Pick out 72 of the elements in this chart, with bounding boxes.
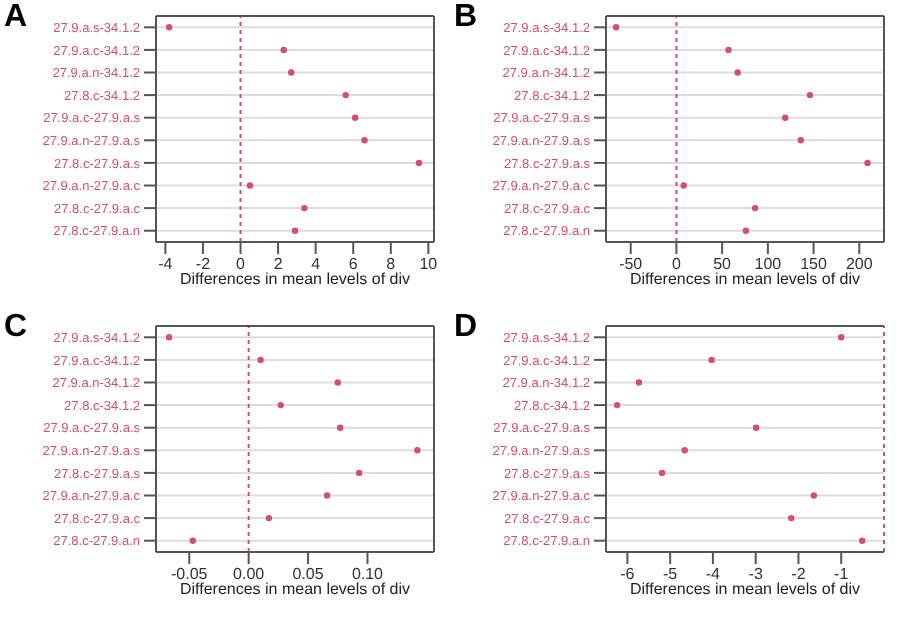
point — [280, 46, 287, 54]
point — [355, 469, 363, 477]
x-tick-label: -0.05 — [171, 565, 209, 584]
point — [681, 447, 688, 454]
point — [751, 204, 759, 212]
x-tick-label: 50 — [713, 255, 733, 274]
point — [752, 424, 760, 431]
point — [257, 356, 264, 364]
x-tick-label: 150 — [800, 255, 829, 274]
x-tick-label: -50 — [619, 255, 644, 274]
chart-title: C — [4, 310, 28, 346]
x-tick-label: 4 — [311, 255, 322, 274]
x-tick-label: 0 — [671, 255, 682, 274]
point — [301, 204, 308, 212]
point — [165, 24, 173, 31]
point — [165, 334, 173, 341]
point — [415, 159, 423, 167]
point — [612, 24, 620, 31]
x-tick-label: -3 — [748, 565, 764, 584]
x-axis-title: Differences in mean levels of div — [177, 580, 413, 598]
x-axis-title: Differences in mean levels of div — [177, 270, 413, 288]
point — [797, 137, 804, 144]
x-axis-title: Differences in mean levels of div — [627, 580, 863, 598]
point — [787, 514, 795, 522]
point — [742, 227, 750, 234]
x-tick-label: 100 — [754, 255, 783, 274]
point — [189, 537, 197, 544]
x-tick-label: 0.05 — [292, 565, 325, 584]
x-tick-label: -6 — [620, 565, 636, 584]
point — [265, 514, 273, 522]
chart-title: A — [4, 0, 28, 36]
chart-title: D — [454, 310, 478, 346]
point — [342, 91, 349, 99]
x-tick-label: 6 — [348, 255, 359, 274]
x-tick-label: -2 — [791, 565, 807, 584]
point — [658, 469, 666, 477]
x-tick-label: 8 — [386, 255, 397, 274]
x-tick-label: -2 — [195, 255, 212, 274]
point — [277, 401, 284, 409]
point — [864, 159, 871, 167]
x-axis-title: Differences in mean levels of div — [627, 270, 863, 288]
point — [806, 91, 814, 99]
point — [725, 46, 732, 54]
x-tick-label: -4 — [705, 565, 722, 584]
x-tick-label: -1 — [834, 565, 850, 584]
x-tick-label: 0.00 — [233, 565, 266, 584]
chart-title: B — [454, 0, 478, 36]
x-tick-label: 0 — [236, 255, 247, 274]
point — [613, 401, 621, 409]
x-tick-label: 2 — [273, 255, 284, 274]
point — [351, 114, 359, 121]
x-tick-label: -5 — [663, 565, 679, 584]
point — [838, 334, 845, 341]
point — [334, 379, 341, 386]
point — [708, 356, 715, 364]
point — [810, 492, 818, 499]
point — [734, 69, 741, 76]
point — [336, 424, 344, 431]
point — [288, 69, 295, 76]
point — [680, 182, 687, 189]
x-tick-label: 10 — [419, 255, 439, 274]
point — [361, 137, 368, 144]
point — [414, 447, 421, 454]
point — [246, 182, 254, 189]
x-tick-label: 200 — [845, 255, 874, 274]
point — [858, 537, 866, 544]
x-tick-label: -4 — [158, 255, 174, 274]
point — [291, 227, 299, 234]
point — [635, 379, 643, 386]
x-tick-label: 0.10 — [351, 565, 385, 584]
point — [323, 492, 331, 499]
point — [782, 114, 789, 121]
